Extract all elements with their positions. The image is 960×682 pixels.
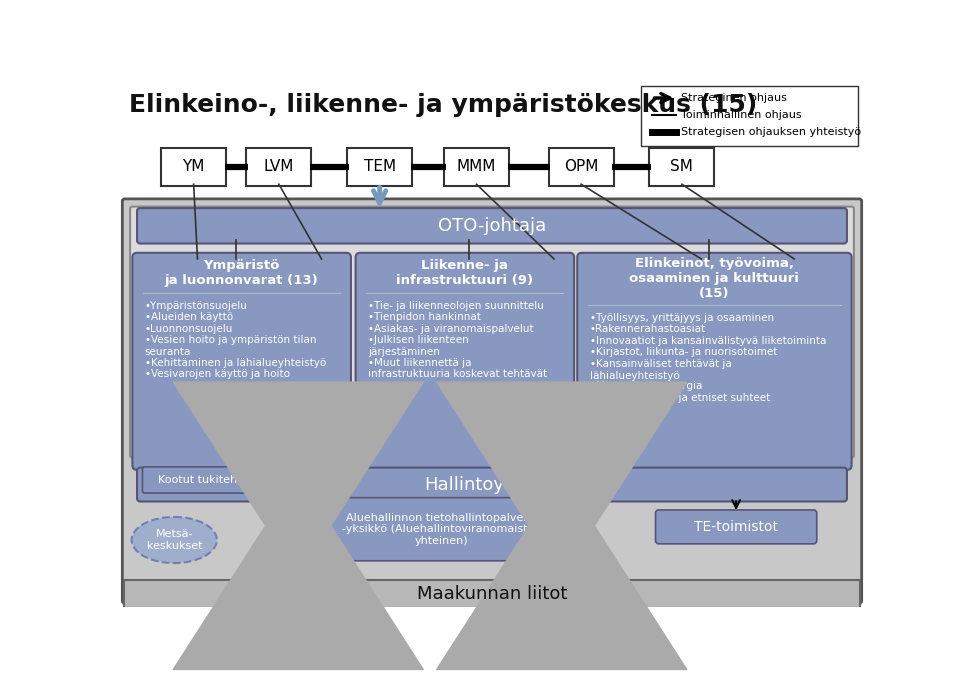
FancyBboxPatch shape: [329, 498, 554, 561]
Text: TEM: TEM: [364, 160, 396, 175]
Text: •Vesien hoito ja ympäristön tilan
seuranta: •Vesien hoito ja ympäristön tilan seuran…: [145, 335, 316, 357]
Text: Strateginen ohjaus: Strateginen ohjaus: [681, 93, 787, 103]
Text: •Rakennerahastoasiat: •Rakennerahastoasiat: [589, 325, 706, 334]
Text: •Kirjastot, liikunta- ja nuorisotoimet: •Kirjastot, liikunta- ja nuorisotoimet: [589, 348, 777, 357]
FancyBboxPatch shape: [124, 580, 860, 608]
Text: Toiminnallinen ohjaus: Toiminnallinen ohjaus: [681, 110, 802, 120]
Text: Elinkeino-, liikenne- ja ympäristökeskus (15): Elinkeino-, liikenne- ja ympäristökeskus…: [130, 93, 757, 117]
Text: •Muut liikennettä ja
infrastruktuuria koskevat tehtävät: •Muut liikennettä ja infrastruktuuria ko…: [368, 357, 547, 379]
Text: •Luonnonsuojelu: •Luonnonsuojelu: [145, 324, 233, 333]
FancyBboxPatch shape: [137, 468, 847, 501]
Text: •Tie- ja liikenneolojen suunnittelu: •Tie- ja liikenneolojen suunnittelu: [368, 301, 544, 310]
Text: OTO-johtaja: OTO-johtaja: [438, 217, 546, 235]
FancyBboxPatch shape: [137, 208, 847, 243]
Text: •Maahanmuutto ja etniset suhteet: •Maahanmuutto ja etniset suhteet: [589, 393, 770, 403]
Text: Ympäristö
ja luonnonvarat (13): Ympäristö ja luonnonvarat (13): [165, 258, 319, 287]
Text: •Alueiden käyttö: •Alueiden käyttö: [145, 312, 233, 322]
Text: SM: SM: [670, 160, 693, 175]
FancyBboxPatch shape: [649, 148, 714, 186]
FancyBboxPatch shape: [142, 467, 283, 493]
Text: Kootut tukitehtävät: Kootut tukitehtävät: [158, 475, 267, 485]
Text: Maakunnan liitot: Maakunnan liitot: [417, 585, 567, 603]
FancyBboxPatch shape: [132, 253, 351, 470]
FancyBboxPatch shape: [247, 148, 311, 186]
Text: Elinkeinot, työvoima,
osaaminen ja kulttuuri
(15): Elinkeinot, työvoima, osaaminen ja kultt…: [630, 258, 800, 301]
Text: Liikenne- ja
infrastruktuuri (9): Liikenne- ja infrastruktuuri (9): [396, 258, 534, 287]
Text: •Tienpidon hankinnat: •Tienpidon hankinnat: [368, 312, 481, 322]
Text: •Asiakas- ja viranomaispalvelut: •Asiakas- ja viranomaispalvelut: [368, 324, 534, 333]
Text: •Kansainväliset tehtävät ja
lähialueyhteistyö: •Kansainväliset tehtävät ja lähialueyhte…: [589, 359, 732, 381]
Text: Aluehallinnon tietohallintopalvelut
-yksikkö (Aluehallintoviranomaisten
yhteinen: Aluehallinnon tietohallintopalvelut -yks…: [342, 513, 541, 546]
Text: •Vesivarojen käyttö ja hoito: •Vesivarojen käyttö ja hoito: [145, 369, 290, 379]
Text: Strategisen ohjauksen yhteistyö: Strategisen ohjauksen yhteistyö: [681, 127, 861, 137]
Text: •Ympäristönsuojelu: •Ympäristönsuojelu: [145, 301, 248, 310]
FancyBboxPatch shape: [348, 148, 412, 186]
Text: •Työllisyys, yrittäjyys ja osaaminen: •Työllisyys, yrittäjyys ja osaaminen: [589, 313, 774, 323]
Text: TE-toimistot: TE-toimistot: [694, 520, 779, 534]
Text: •Innovaatiot ja kansainvälistyvä liiketoiminta: •Innovaatiot ja kansainvälistyvä liiketo…: [589, 336, 826, 346]
FancyBboxPatch shape: [122, 199, 862, 603]
Ellipse shape: [132, 517, 217, 563]
FancyBboxPatch shape: [548, 148, 613, 186]
FancyBboxPatch shape: [130, 207, 854, 458]
Text: Hallintoyksikkö: Hallintoyksikkö: [424, 475, 560, 494]
Text: Metsä-
keskukset: Metsä- keskukset: [147, 529, 202, 551]
FancyBboxPatch shape: [656, 510, 817, 544]
Text: •Kehittäminen ja lähialueyhteistyö: •Kehittäminen ja lähialueyhteistyö: [145, 357, 326, 368]
FancyBboxPatch shape: [577, 253, 852, 470]
FancyBboxPatch shape: [641, 86, 858, 146]
Text: OPM: OPM: [564, 160, 598, 175]
Text: MMM: MMM: [457, 160, 496, 175]
FancyBboxPatch shape: [355, 253, 574, 470]
FancyBboxPatch shape: [161, 148, 227, 186]
Text: YM: YM: [182, 160, 204, 175]
Text: LVM: LVM: [264, 160, 294, 175]
FancyBboxPatch shape: [444, 148, 509, 186]
Text: •Julkisen liikenteen
järjestäminen: •Julkisen liikenteen järjestäminen: [368, 335, 468, 357]
Text: •Maaseutu ja energia: •Maaseutu ja energia: [589, 381, 702, 391]
